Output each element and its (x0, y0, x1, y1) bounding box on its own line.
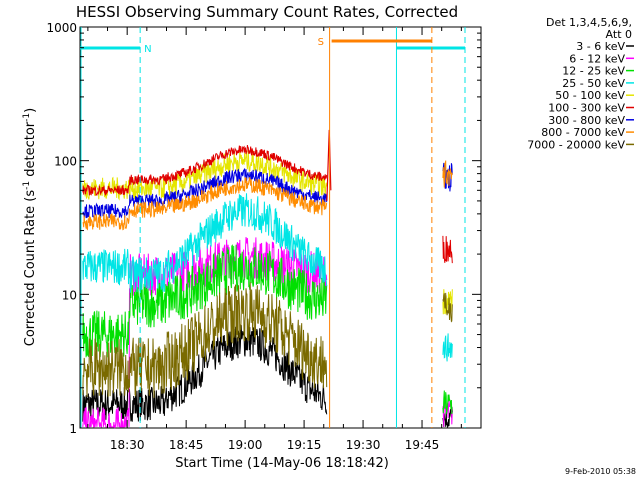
y-label-mid: detector (23, 121, 38, 181)
legend-label: 800 - 7000 keV (541, 126, 625, 139)
series-line (82, 177, 328, 231)
legend-header-line-2: Att 0 (606, 28, 632, 41)
x-axis: 18:30 18:45 19:00 19:15 19:30 19:45 (87, 27, 482, 452)
series-line-late (442, 333, 453, 362)
y-tick-label: 1000 (46, 21, 77, 35)
x-tick-label: 19:30 (346, 438, 381, 452)
x-tick-label: 19:00 (228, 438, 263, 452)
plot-layer: NS (80, 27, 466, 429)
y-label-sup2: -1 (22, 113, 32, 122)
chart-title: HESSI Observing Summary Count Rates, Cor… (76, 3, 458, 21)
legend-label: 100 - 300 keV (548, 102, 625, 115)
x-tick-label: 19:45 (405, 438, 440, 452)
series-line-late (442, 235, 453, 264)
x-tick-label: 18:30 (110, 438, 145, 452)
series-line (82, 282, 328, 398)
legend-header-line-1: Det 1,3,4,5,6,9, (546, 16, 632, 29)
y-tick-label: 100 (54, 155, 77, 169)
series-line-late (442, 390, 453, 415)
legend-label: 50 - 100 keV (555, 89, 625, 102)
series-line (82, 168, 328, 220)
series-line (82, 193, 328, 293)
x-tick-label: 18:45 (169, 438, 204, 452)
y-axis-label: Corrected Count Rate (s-1 detector-1) (22, 108, 38, 346)
legend-label: 25 - 50 keV (562, 77, 625, 90)
series-line-late (442, 160, 453, 188)
series-line (82, 325, 328, 422)
y-label-sup1: -1 (22, 181, 32, 190)
legend-label: 300 - 800 keV (548, 114, 625, 127)
y-tick-label: 1 (69, 422, 77, 436)
y-axis: 1 10 100 1000 (46, 21, 481, 436)
series-line (82, 244, 328, 359)
x-axis-label: Start Time (14-May-06 18:18:42) (175, 456, 389, 471)
legend-label: 3 - 6 keV (576, 40, 625, 53)
spike-line (326, 129, 332, 201)
legend-label: 12 - 25 keV (562, 65, 625, 78)
flag-s-label: S (318, 37, 324, 48)
series-line-late (442, 292, 453, 323)
legend-label: 6 - 12 keV (569, 52, 625, 65)
legend-label: 7000 - 20000 keV (527, 138, 625, 151)
y-tick-label: 10 (62, 288, 77, 302)
y-label-main: Corrected Count Rate (s (23, 190, 38, 347)
x-tick-label: 19:15 (287, 438, 322, 452)
series-line (82, 145, 328, 197)
y-label-end: ) (23, 108, 38, 113)
flag-n-label: N (144, 44, 151, 55)
timestamp: 9-Feb-2010 05:38 (565, 467, 636, 476)
plot-frame (79, 26, 482, 429)
